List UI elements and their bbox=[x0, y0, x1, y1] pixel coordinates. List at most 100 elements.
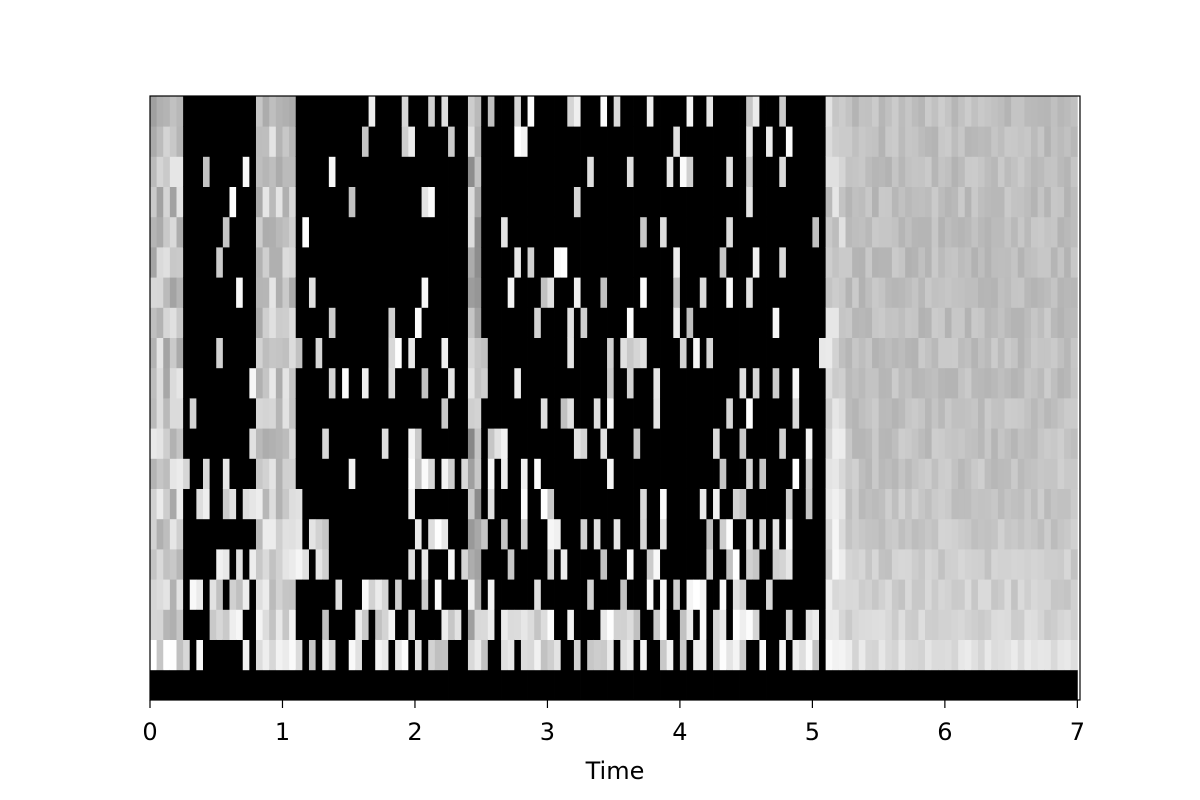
heatmap-cell bbox=[1004, 216, 1012, 248]
heatmap-cell bbox=[997, 277, 1005, 308]
heatmap-cell bbox=[633, 247, 641, 278]
heatmap-cell bbox=[467, 398, 475, 429]
heatmap-cell bbox=[183, 639, 191, 671]
heatmap-cell bbox=[322, 216, 330, 248]
heatmap-cell bbox=[474, 96, 482, 127]
heatmap-cell bbox=[368, 307, 376, 338]
heatmap-cell bbox=[520, 247, 528, 278]
heatmap-cell bbox=[918, 247, 926, 278]
heatmap-cell bbox=[448, 639, 456, 671]
heatmap-cell bbox=[289, 156, 297, 187]
heatmap-cell bbox=[997, 639, 1005, 671]
heatmap-cell bbox=[514, 367, 522, 399]
heatmap-cell bbox=[567, 367, 575, 399]
heatmap-cell bbox=[984, 247, 992, 278]
heatmap-cell bbox=[693, 307, 701, 338]
heatmap-cell bbox=[361, 579, 369, 610]
heatmap-cell bbox=[693, 126, 701, 157]
heatmap-cell bbox=[593, 639, 601, 671]
heatmap-cell bbox=[958, 609, 966, 640]
heatmap-cell bbox=[315, 549, 323, 580]
heatmap-cell bbox=[342, 277, 350, 308]
heatmap-cell bbox=[169, 428, 177, 459]
heatmap-cell bbox=[547, 126, 555, 157]
heatmap-cell bbox=[931, 428, 939, 459]
heatmap-cell bbox=[865, 96, 873, 127]
heatmap-cell bbox=[196, 579, 204, 610]
heatmap-cell bbox=[838, 96, 846, 127]
heatmap-cell bbox=[984, 126, 992, 157]
heatmap-cell bbox=[189, 669, 197, 701]
heatmap-cell bbox=[183, 428, 191, 459]
heatmap-cell bbox=[1024, 186, 1032, 218]
heatmap-cell bbox=[547, 488, 555, 520]
heatmap-cell bbox=[315, 609, 323, 640]
heatmap-cell bbox=[1037, 549, 1045, 580]
heatmap-cell bbox=[785, 186, 793, 218]
heatmap-cell bbox=[527, 367, 535, 399]
heatmap-cell bbox=[686, 126, 694, 157]
heatmap-cell bbox=[660, 639, 668, 671]
heatmap-cell bbox=[1044, 126, 1052, 157]
heatmap-cell bbox=[461, 428, 469, 459]
heatmap-cell bbox=[732, 367, 740, 399]
heatmap-cell bbox=[395, 126, 403, 157]
heatmap-cell bbox=[421, 639, 429, 671]
heatmap-cell bbox=[421, 126, 429, 157]
heatmap-cell bbox=[1024, 156, 1032, 187]
heatmap-cell bbox=[613, 609, 621, 640]
heatmap-cell bbox=[925, 367, 933, 399]
heatmap-cell bbox=[408, 669, 416, 701]
heatmap-cell bbox=[355, 458, 363, 489]
heatmap-cell bbox=[772, 277, 780, 308]
heatmap-cell bbox=[222, 398, 230, 429]
heatmap-cell bbox=[918, 609, 926, 640]
heatmap-cell bbox=[335, 277, 343, 308]
heatmap-cell bbox=[295, 216, 303, 248]
heatmap-cell bbox=[600, 96, 608, 127]
heatmap-cell bbox=[958, 126, 966, 157]
heatmap-cell bbox=[434, 458, 442, 489]
heatmap-cell bbox=[229, 458, 237, 489]
heatmap-cell bbox=[732, 458, 740, 489]
heatmap-cell bbox=[395, 216, 403, 248]
heatmap-cell bbox=[872, 458, 880, 489]
heatmap-cell bbox=[255, 216, 263, 248]
heatmap-cell bbox=[381, 337, 389, 369]
heatmap-cell bbox=[832, 186, 840, 218]
heatmap-cell bbox=[977, 488, 986, 520]
heatmap-cell bbox=[275, 428, 283, 459]
heatmap-cell bbox=[785, 307, 793, 338]
heatmap-cell bbox=[1057, 609, 1065, 640]
heatmap-cell bbox=[779, 549, 787, 580]
heatmap-cell bbox=[1030, 398, 1038, 429]
heatmap-cell bbox=[812, 367, 820, 399]
heatmap-cell bbox=[799, 488, 807, 520]
heatmap-cell bbox=[302, 579, 310, 610]
heatmap-cell bbox=[302, 609, 310, 640]
heatmap-cell bbox=[660, 367, 668, 399]
heatmap-cell bbox=[355, 247, 363, 278]
heatmap-cell bbox=[746, 247, 754, 278]
heatmap-cell bbox=[454, 156, 462, 187]
heatmap-cell bbox=[156, 216, 164, 248]
heatmap-cell bbox=[421, 669, 429, 701]
heatmap-cell bbox=[713, 126, 721, 157]
heatmap-cell bbox=[202, 669, 211, 701]
heatmap-cell bbox=[520, 549, 528, 580]
heatmap-cell bbox=[626, 277, 634, 308]
heatmap-cell bbox=[534, 609, 542, 640]
heatmap-cell bbox=[368, 549, 376, 580]
heatmap-cell bbox=[891, 639, 899, 671]
heatmap-cell bbox=[335, 96, 343, 127]
heatmap-cell bbox=[759, 156, 767, 187]
heatmap-cell bbox=[547, 579, 555, 610]
heatmap-cell bbox=[487, 669, 495, 701]
heatmap-cell bbox=[540, 216, 548, 248]
heatmap-cell bbox=[328, 609, 336, 640]
heatmap-cell bbox=[547, 337, 555, 369]
heatmap-cell bbox=[971, 488, 979, 520]
heatmap-cell bbox=[573, 126, 581, 157]
heatmap-cell bbox=[1070, 307, 1078, 338]
heatmap-cell bbox=[255, 518, 263, 550]
